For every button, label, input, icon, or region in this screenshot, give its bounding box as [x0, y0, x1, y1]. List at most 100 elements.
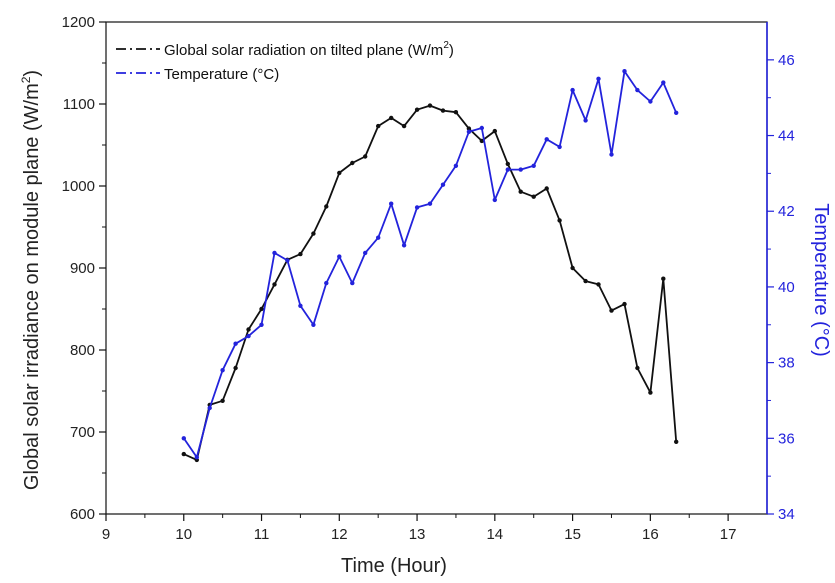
series-line-temperature — [183, 70, 678, 459]
legend: Global solar radiation on tilted plane (… — [116, 40, 454, 83]
y-left-tick-label-1000: 1000 — [62, 178, 95, 195]
data-point-temperature — [376, 235, 381, 240]
legend-label-irradiance-sup: 2 — [443, 40, 449, 51]
data-point-irradiance — [181, 451, 186, 457]
data-point-irradiance — [272, 282, 277, 287]
x-axis-title: Time (Hour) — [341, 555, 447, 577]
y-left-axis-title-close: ) — [21, 70, 43, 77]
data-point-irradiance — [570, 265, 575, 271]
data-point-irradiance — [466, 126, 472, 131]
y-left-tick-label-800: 800 — [70, 342, 95, 359]
x-tick-label-15: 15 — [564, 526, 581, 543]
data-point-temperature — [622, 69, 627, 74]
data-point-irradiance — [479, 138, 484, 144]
data-point-temperature — [337, 254, 342, 259]
data-point-temperature — [635, 87, 640, 93]
data-point-temperature — [272, 250, 277, 256]
y-right-tick-label-44: 44 — [778, 128, 795, 145]
data-point-temperature — [661, 80, 666, 85]
data-point-irradiance — [440, 108, 446, 113]
data-point-temperature — [531, 163, 536, 168]
y-left-tick-label-900: 900 — [70, 260, 95, 277]
y-left-tick-label-600: 600 — [70, 506, 95, 523]
series-line-irradiance — [183, 104, 678, 461]
legend-item-irradiance: Global solar radiation on tilted plane (… — [116, 40, 454, 59]
data-point-temperature — [401, 243, 407, 248]
data-point-irradiance — [518, 189, 523, 194]
data-point-temperature — [453, 163, 459, 168]
data-point-irradiance — [648, 390, 653, 395]
data-point-temperature — [181, 436, 186, 441]
x-tick-label-14: 14 — [486, 526, 503, 543]
data-point-temperature — [479, 125, 484, 131]
data-point-irradiance — [389, 115, 394, 121]
data-point-irradiance — [350, 160, 355, 166]
y-left-tick-label-1200: 1200 — [62, 14, 95, 31]
data-point-temperature — [427, 201, 433, 206]
data-point-temperature — [311, 322, 316, 327]
y-right-tick-label-42: 42 — [778, 203, 795, 220]
x-tick-label-11: 11 — [254, 526, 270, 543]
data-point-temperature — [466, 129, 472, 134]
data-point-temperature — [207, 405, 212, 411]
data-point-irradiance — [298, 251, 303, 257]
legend-label-irradiance: Global solar radiation on tilted plane (… — [164, 40, 454, 59]
data-point-irradiance — [233, 365, 238, 371]
data-point-temperature — [609, 152, 614, 157]
data-point-temperature — [648, 99, 653, 104]
data-point-irradiance — [661, 276, 666, 281]
y-right-tick-label-36: 36 — [778, 430, 795, 447]
data-point-irradiance — [635, 365, 640, 371]
data-point-temperature — [674, 110, 679, 116]
tick-label-layer: 9 10 11 12 13 14 15 16 17 600 700 800 900 1000 1100 120… — [62, 14, 795, 543]
data-point-temperature — [350, 280, 355, 286]
data-point-temperature — [220, 368, 225, 373]
data-point-temperature — [440, 182, 446, 187]
y-right-tick-label-38: 38 — [778, 355, 795, 372]
x-tick-label-16: 16 — [642, 526, 659, 543]
data-point-irradiance — [531, 194, 536, 199]
data-point-irradiance — [246, 327, 251, 332]
data-point-temperature — [194, 455, 199, 460]
legend-label-irradiance-close: ) — [449, 42, 454, 59]
y-left-tick-label-1100: 1100 — [63, 96, 95, 113]
y-left-axis-title-sup: 2 — [19, 76, 33, 83]
x-tick-label-17: 17 — [720, 526, 737, 543]
data-point-temperature — [557, 144, 562, 150]
data-point-temperature — [492, 197, 497, 203]
legend-label-irradiance-text: Global solar radiation on tilted plane (… — [164, 42, 443, 59]
y-left-axis-title-text: Global solar irradiance on module plane … — [21, 83, 43, 490]
x-tick-label-10: 10 — [175, 526, 192, 543]
data-point-irradiance — [337, 170, 342, 176]
data-point-irradiance — [311, 231, 316, 236]
data-point-temperature — [570, 87, 575, 93]
data-point-irradiance — [674, 439, 679, 444]
data-point-irradiance — [427, 103, 433, 108]
data-point-irradiance — [492, 128, 497, 134]
x-tick-label-13: 13 — [409, 526, 426, 543]
legend-item-temperature: Temperature (°C) — [116, 66, 279, 83]
y-left-tick-label-700: 700 — [70, 424, 95, 441]
x-tick-label-12: 12 — [331, 526, 348, 543]
data-point-temperature — [414, 205, 420, 210]
y-left-axis-title: Global solar irradiance on module plane … — [19, 70, 43, 490]
y-right-tick-label-40: 40 — [778, 279, 795, 296]
data-point-temperature — [505, 167, 510, 172]
data-point-temperature — [298, 303, 303, 308]
data-point-irradiance — [220, 398, 225, 403]
y-right-axis-title: Temperature (°C) — [810, 203, 832, 357]
data-point-temperature — [259, 322, 264, 327]
data-point-temperature — [518, 167, 523, 172]
data-point-irradiance — [544, 186, 549, 191]
y-right-tick-label-34: 34 — [778, 506, 795, 523]
plot-frame — [105, 21, 768, 515]
data-point-irradiance — [363, 154, 368, 159]
data-point-temperature — [246, 333, 251, 339]
data-point-irradiance — [583, 278, 588, 284]
x-tick-label-9: 9 — [102, 526, 110, 543]
data-point-irradiance — [324, 204, 329, 209]
data-point-irradiance — [622, 301, 627, 307]
data-point-irradiance — [401, 123, 407, 129]
